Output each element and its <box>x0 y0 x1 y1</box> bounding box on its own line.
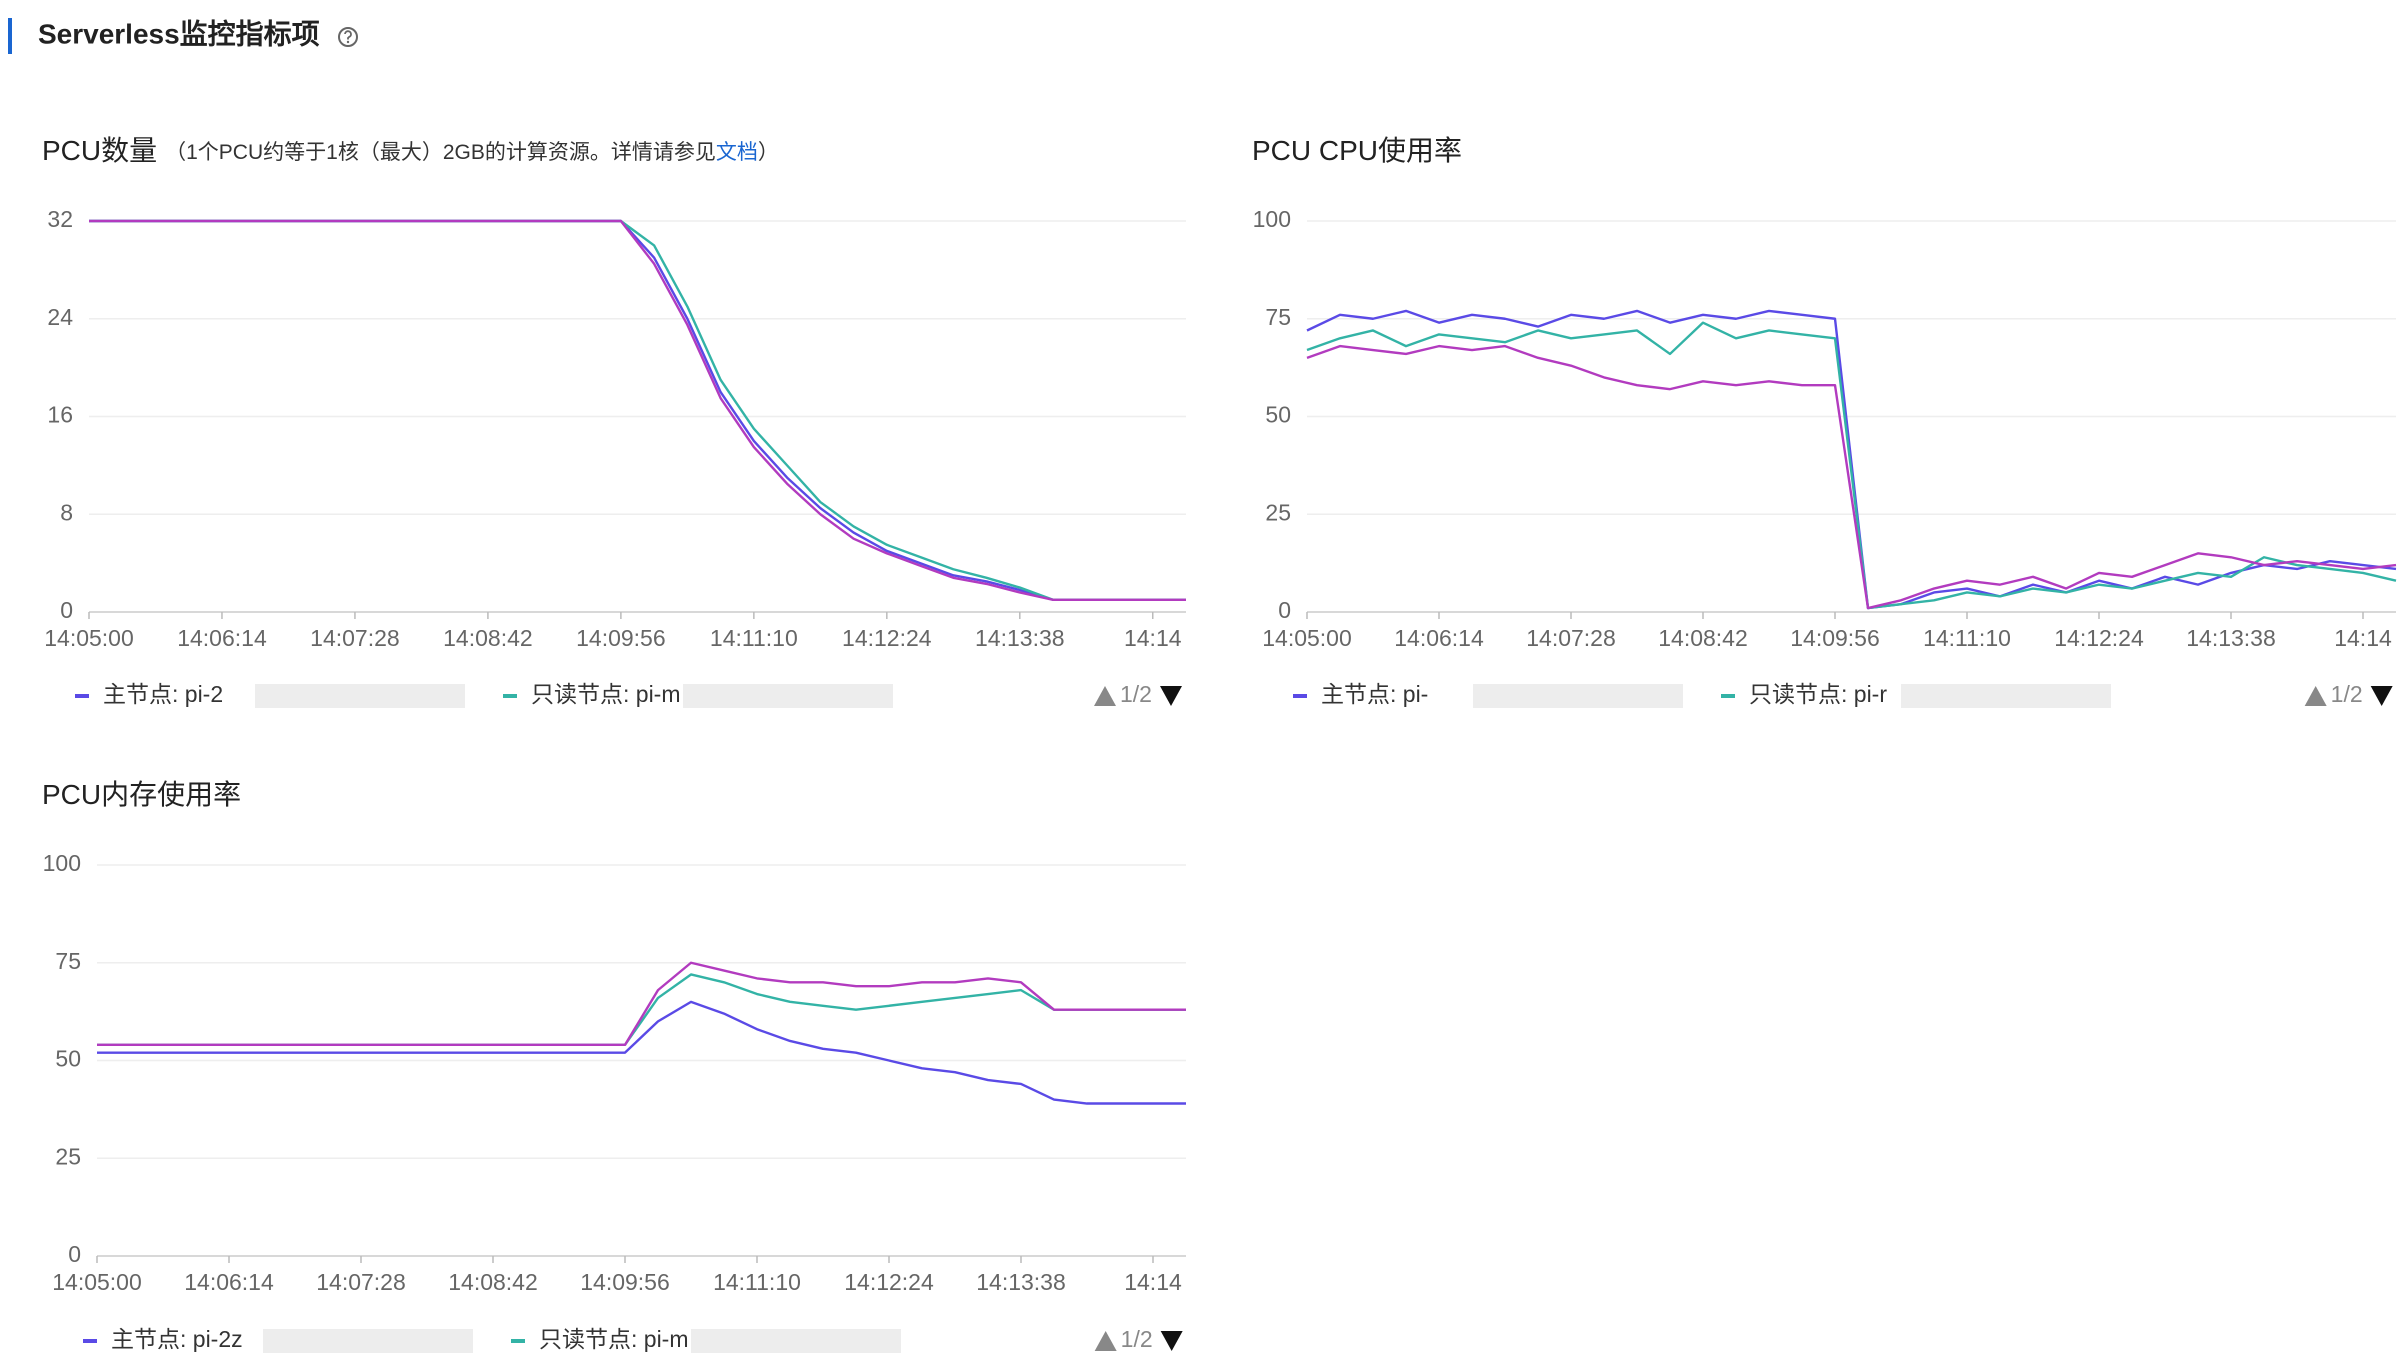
x-tick-label: 14:11:10 <box>713 1269 801 1295</box>
x-tick-label: 14:13:38 <box>975 625 1065 651</box>
chart-title: PCU内存使用率 <box>42 779 241 810</box>
series-line <box>89 219 1186 601</box>
legend-redacted <box>1473 684 1683 708</box>
x-tick-label: 14:08:42 <box>1658 625 1748 651</box>
x-tick-label: 14:08:42 <box>443 625 533 651</box>
chart-subtitle: （1个PCU约等于1核（最大）2GB的计算资源。详情请参见 <box>165 141 716 164</box>
x-tick-label: 14:06:14 <box>184 1269 274 1295</box>
y-tick-label: 0 <box>1278 597 1291 623</box>
pager-next[interactable] <box>1160 1331 1183 1351</box>
x-tick-label: 14:07:28 <box>316 1269 406 1295</box>
chart-title: PCU数量 （1个PCU约等于1核（最大）2GB的计算资源。详情请参见文档） <box>42 135 779 166</box>
legend-label[interactable]: 只读节点: pi-r <box>1749 681 1887 707</box>
y-tick-label: 50 <box>55 1046 81 1072</box>
legend-label[interactable]: 主节点: pi-2z <box>111 1326 243 1352</box>
help-icon[interactable] <box>338 27 358 47</box>
chart-title-text: PCU数量 <box>42 135 157 166</box>
chart-title-text: PCU CPU使用率 <box>1252 135 1462 166</box>
y-tick-label: 100 <box>1253 206 1291 232</box>
y-tick-label: 75 <box>1265 304 1291 330</box>
x-tick-label: 14:14 <box>1124 625 1182 651</box>
legend-redacted <box>263 1329 473 1353</box>
series-line <box>1306 344 2397 610</box>
x-tick-label: 14:09:56 <box>576 625 666 651</box>
series-line <box>89 219 1186 601</box>
y-tick-label: 16 <box>47 402 73 428</box>
x-tick-label: 14:05:00 <box>44 625 134 651</box>
pager-prev[interactable] <box>2304 686 2327 706</box>
y-tick-label: 0 <box>68 1241 81 1267</box>
x-tick-label: 14:08:42 <box>448 1269 538 1295</box>
x-tick-label: 14:06:14 <box>177 625 267 651</box>
y-tick-label: 0 <box>60 597 73 623</box>
series-line <box>97 1000 1186 1105</box>
series-line <box>1306 321 2397 610</box>
y-tick-label: 25 <box>1265 499 1291 525</box>
x-tick-label: 14:14 <box>1124 1269 1182 1295</box>
legend-pager: 1/2 <box>1121 1326 1153 1352</box>
x-tick-label: 14:09:56 <box>580 1269 670 1295</box>
x-tick-label: 14:05:00 <box>52 1269 142 1295</box>
pager-prev[interactable] <box>1094 1331 1117 1351</box>
legend-label[interactable]: 主节点: pi- <box>1321 681 1428 707</box>
header-title: Serverless监控指标项 <box>38 18 320 49</box>
legend-redacted <box>255 684 465 708</box>
y-tick-label: 8 <box>60 499 73 525</box>
header-accent <box>8 18 12 54</box>
x-tick-label: 14:06:14 <box>1394 625 1484 651</box>
x-tick-label: 14:14 <box>2334 625 2392 651</box>
y-tick-label: 32 <box>47 206 73 232</box>
x-tick-label: 14:07:28 <box>1526 625 1616 651</box>
series-line <box>97 961 1186 1047</box>
series-line <box>1306 309 2397 610</box>
doc-link[interactable]: 文档 <box>716 141 758 164</box>
y-tick-label: 75 <box>55 948 81 974</box>
legend-label[interactable]: 主节点: pi-2 <box>103 681 223 707</box>
x-tick-label: 14:13:38 <box>2186 625 2276 651</box>
x-tick-label: 14:13:38 <box>976 1269 1066 1295</box>
chart-subtitle-end: ） <box>758 141 779 164</box>
legend-pager: 1/2 <box>2331 681 2363 707</box>
y-tick-label: 100 <box>43 850 81 876</box>
legend-redacted <box>683 684 893 708</box>
x-tick-label: 14:12:24 <box>2054 625 2144 651</box>
x-tick-label: 14:05:00 <box>1262 625 1352 651</box>
chart-title: PCU CPU使用率 <box>1252 135 1462 166</box>
x-tick-label: 14:12:24 <box>842 625 932 651</box>
series-line <box>89 219 1186 601</box>
y-tick-label: 50 <box>1265 402 1291 428</box>
x-tick-label: 14:12:24 <box>844 1269 934 1295</box>
y-tick-label: 25 <box>55 1143 81 1169</box>
x-tick-label: 14:11:10 <box>710 625 798 651</box>
chart-title-text: PCU内存使用率 <box>42 779 241 810</box>
pager-next[interactable] <box>2370 686 2393 706</box>
x-tick-label: 14:11:10 <box>1923 625 2011 651</box>
pager-prev[interactable] <box>1094 686 1116 706</box>
x-tick-label: 14:07:28 <box>310 625 400 651</box>
legend-label[interactable]: 只读节点: pi-m <box>531 681 681 707</box>
legend-redacted <box>691 1329 901 1353</box>
pager-next[interactable] <box>1160 686 1182 706</box>
legend-pager: 1/2 <box>1120 681 1152 707</box>
legend-label[interactable]: 只读节点: pi-m <box>539 1326 689 1352</box>
legend-redacted <box>1901 684 2111 708</box>
x-tick-label: 14:09:56 <box>1790 625 1880 651</box>
y-tick-label: 24 <box>47 304 73 330</box>
